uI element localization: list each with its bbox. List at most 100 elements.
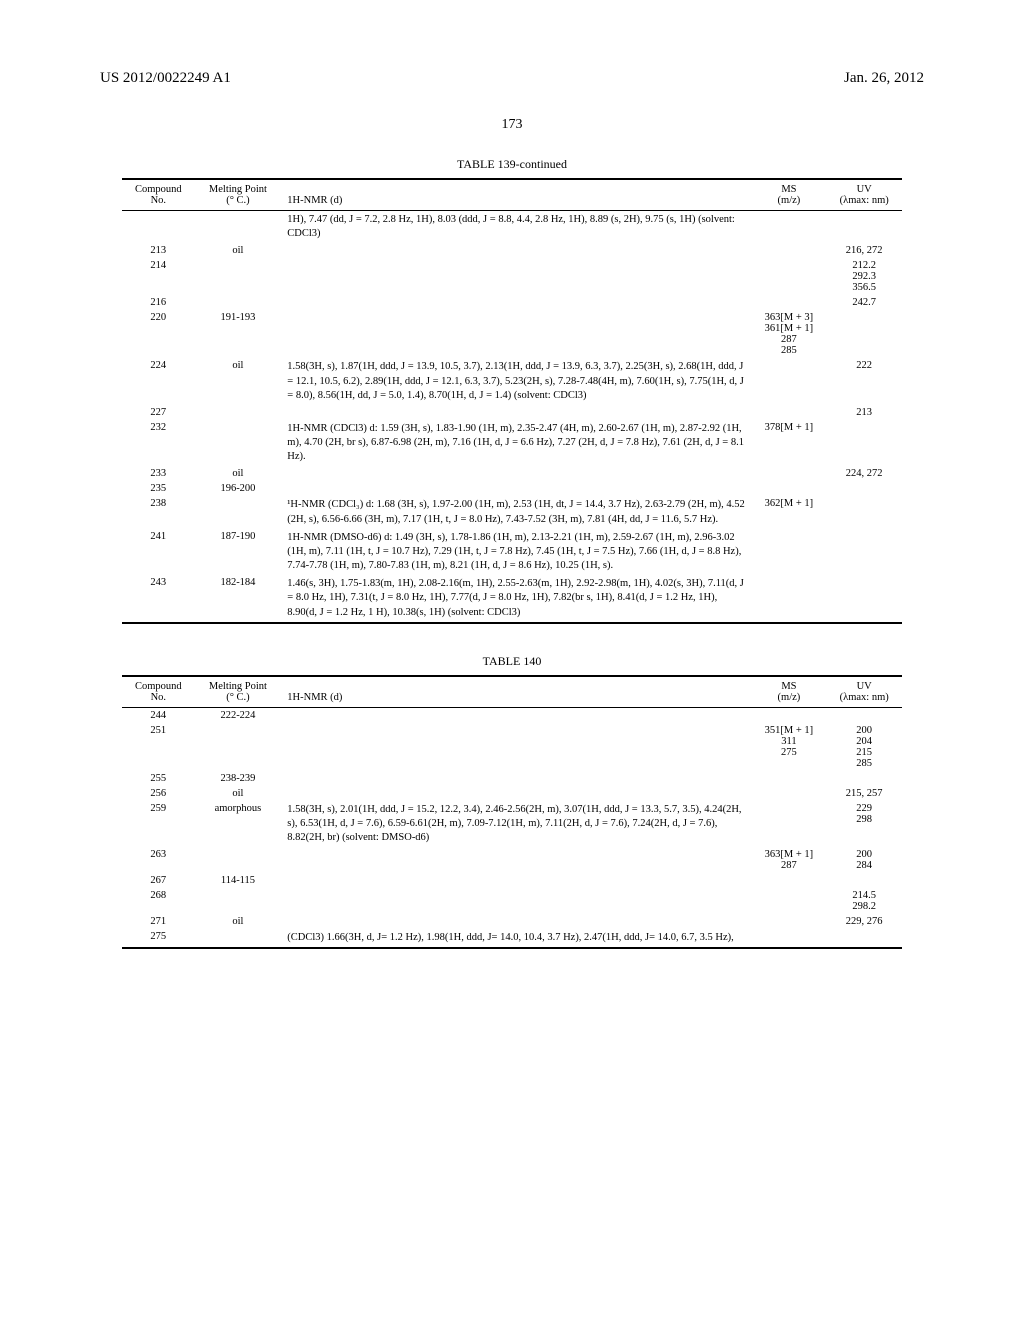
- cell-ms: 378[M + 1]: [751, 420, 826, 467]
- cell-melting-point: 114-115: [195, 873, 282, 888]
- cell-nmr: [281, 243, 751, 258]
- cell-ms: [751, 243, 826, 258]
- cell-nmr: [281, 405, 751, 420]
- cell-uv: 216, 272: [826, 243, 902, 258]
- table-row: 233oil224, 272: [122, 466, 902, 481]
- cell-uv: [826, 575, 902, 623]
- table-140-title: TABLE 140: [122, 654, 902, 669]
- cell-melting-point: [195, 405, 282, 420]
- cell-compound-no: [122, 211, 195, 244]
- cell-uv: 229, 276: [826, 914, 902, 929]
- cell-uv: [826, 929, 902, 948]
- cell-nmr: [281, 914, 751, 929]
- cell-melting-point: oil: [195, 243, 282, 258]
- cell-uv: [826, 873, 902, 888]
- cell-compound-no: 232: [122, 420, 195, 467]
- cell-compound-no: 243: [122, 575, 195, 623]
- cell-ms: [751, 529, 826, 576]
- cell-nmr: [281, 481, 751, 496]
- cell-ms: [751, 888, 826, 914]
- doc-date: Jan. 26, 2012: [844, 70, 924, 87]
- cell-compound-no: 263: [122, 847, 195, 873]
- cell-melting-point: 238-239: [195, 771, 282, 786]
- table-row: 259amorphous1.58(3H, s), 2.01(1H, ddd, J…: [122, 801, 902, 848]
- cell-ms: 351[M + 1] 311 275: [751, 723, 826, 771]
- cell-melting-point: [195, 211, 282, 244]
- cell-melting-point: 191-193: [195, 310, 282, 358]
- cell-uv: 242.7: [826, 295, 902, 310]
- cell-compound-no: 214: [122, 258, 195, 295]
- table-row: 232 1H-NMR (CDCl3) d: 1.59 (3H, s), 1.83-…: [122, 420, 902, 467]
- cell-uv: 214.5 298.2: [826, 888, 902, 914]
- cell-compound-no: 233: [122, 466, 195, 481]
- table-row: 1H), 7.47 (dd, J = 7.2, 2.8 Hz, 1H), 8.0…: [122, 211, 902, 244]
- cell-uv: [826, 707, 902, 723]
- cell-ms: [751, 929, 826, 948]
- cell-nmr: 1.46(s, 3H), 1.75-1.83(m, 1H), 2.08-2.16…: [281, 575, 751, 623]
- cell-ms: 363[M + 3] 361[M + 1] 287 285: [751, 310, 826, 358]
- table-row: 214212.2 292.3 356.5: [122, 258, 902, 295]
- cell-nmr: 1H-NMR (CDCl3) d: 1.59 (3H, s), 1.83-1.9…: [281, 420, 751, 467]
- cell-ms: 362[M + 1]: [751, 496, 826, 528]
- cell-compound-no: 271: [122, 914, 195, 929]
- col-ms: MS (m/z): [751, 179, 826, 211]
- cell-uv: 229 298: [826, 801, 902, 848]
- cell-compound-no: 220: [122, 310, 195, 358]
- cell-uv: [826, 420, 902, 467]
- cell-compound-no: 275: [122, 929, 195, 948]
- table-row: 235196-200: [122, 481, 902, 496]
- cell-uv: [826, 481, 902, 496]
- cell-ms: [751, 405, 826, 420]
- table-row: 268214.5 298.2: [122, 888, 902, 914]
- cell-nmr: [281, 258, 751, 295]
- cell-nmr: 1.58(3H, s), 2.01(1H, ddd, J = 15.2, 12.…: [281, 801, 751, 848]
- cell-ms: [751, 771, 826, 786]
- table-row: 244222-224: [122, 707, 902, 723]
- col-nmr: 1H-NMR (d): [281, 676, 751, 708]
- doc-number: US 2012/0022249 A1: [100, 70, 231, 87]
- cell-nmr: [281, 295, 751, 310]
- col-uv: UV (λmax: nm): [826, 676, 902, 708]
- cell-melting-point: amorphous: [195, 801, 282, 848]
- cell-melting-point: [195, 929, 282, 948]
- cell-compound-no: 244: [122, 707, 195, 723]
- cell-melting-point: 182-184: [195, 575, 282, 623]
- cell-nmr: [281, 786, 751, 801]
- col-compound-no: Compound No.: [122, 676, 195, 708]
- cell-compound-no: 256: [122, 786, 195, 801]
- table-139-title: TABLE 139-continued: [122, 157, 902, 172]
- table-row: 224oil1.58(3H, s), 1.87(1H, ddd, J = 13.…: [122, 358, 902, 405]
- cell-uv: 215, 257: [826, 786, 902, 801]
- table-row: 238 ¹H-NMR (CDCl₃) d: 1.68 (3H, s), 1.97-…: [122, 496, 902, 528]
- table-row: 243182-1841.46(s, 3H), 1.75-1.83(m, 1H),…: [122, 575, 902, 623]
- cell-nmr: ¹H-NMR (CDCl₃) d: 1.68 (3H, s), 1.97-2.0…: [281, 496, 751, 528]
- cell-nmr: 1.58(3H, s), 1.87(1H, ddd, J = 13.9, 10.…: [281, 358, 751, 405]
- cell-melting-point: 187-190: [195, 529, 282, 576]
- table-row: 241187-1901H-NMR (DMSO-d6) d: 1.49 (3H, …: [122, 529, 902, 576]
- table-row: 255238-239: [122, 771, 902, 786]
- cell-nmr: [281, 873, 751, 888]
- cell-ms: [751, 707, 826, 723]
- cell-uv: [826, 211, 902, 244]
- cell-nmr: [281, 888, 751, 914]
- cell-melting-point: 196-200: [195, 481, 282, 496]
- cell-ms: [751, 575, 826, 623]
- cell-melting-point: oil: [195, 358, 282, 405]
- cell-uv: 200 284: [826, 847, 902, 873]
- table-139-continued: TABLE 139-continued Compound No. Melting…: [122, 157, 902, 624]
- cell-melting-point: oil: [195, 914, 282, 929]
- cell-ms: [751, 786, 826, 801]
- cell-compound-no: 251: [122, 723, 195, 771]
- table-row: 275(CDCl3) 1.66(3H, d, J= 1.2 Hz), 1.98(…: [122, 929, 902, 948]
- cell-compound-no: 238: [122, 496, 195, 528]
- table-140-table: Compound No. Melting Point (° C.) 1H-NMR…: [122, 675, 902, 950]
- table-140: TABLE 140 Compound No. Melting Point (° …: [122, 654, 902, 950]
- cell-nmr: [281, 847, 751, 873]
- cell-uv: 213: [826, 405, 902, 420]
- cell-compound-no: 224: [122, 358, 195, 405]
- cell-uv: [826, 771, 902, 786]
- cell-melting-point: oil: [195, 466, 282, 481]
- cell-ms: [751, 295, 826, 310]
- col-melting-point: Melting Point (° C.): [195, 179, 282, 211]
- table-row: 213oil216, 272: [122, 243, 902, 258]
